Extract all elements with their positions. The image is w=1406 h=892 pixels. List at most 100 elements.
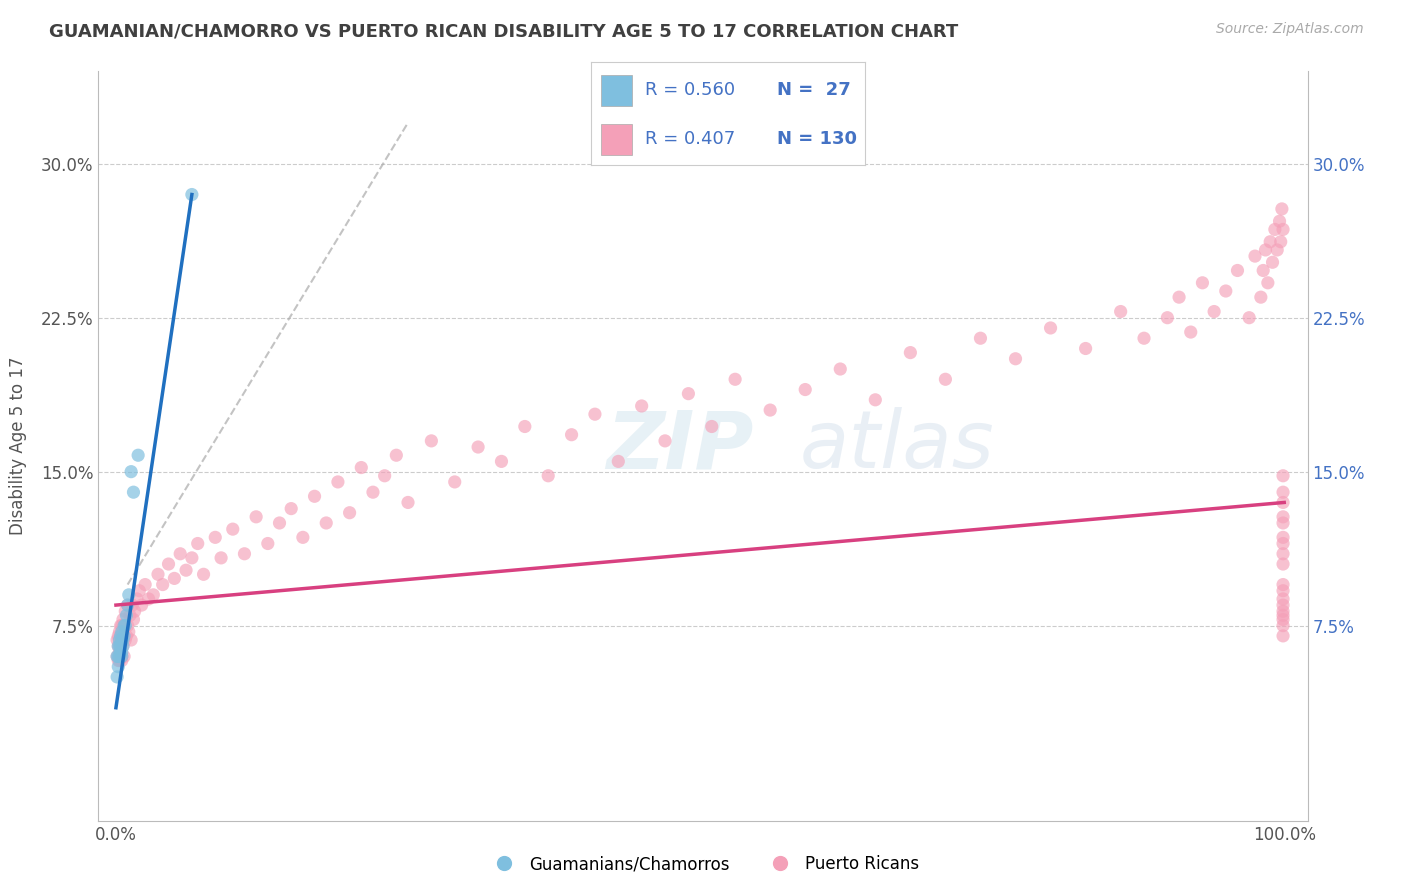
Text: Source: ZipAtlas.com: Source: ZipAtlas.com [1216,22,1364,37]
Point [114,604,136,618]
Point [724,372,747,386]
Point [1272,468,1295,483]
Point [122,485,145,500]
Text: atlas: atlas [800,407,994,485]
Point [107,639,129,653]
Point [1237,310,1260,325]
Point [1264,222,1286,236]
Point [108,624,131,639]
Text: N =  27: N = 27 [778,81,851,99]
Point [898,345,921,359]
Point [1191,276,1213,290]
Point [1272,608,1295,623]
Point [467,440,489,454]
Point [1268,214,1291,228]
FancyBboxPatch shape [602,124,631,155]
Point [1039,321,1062,335]
Point [163,571,186,585]
Point [969,331,991,345]
Point [111,649,134,664]
Point [1272,509,1295,524]
Point [125,591,148,606]
Point [678,386,700,401]
FancyBboxPatch shape [602,75,631,105]
Point [1226,263,1249,277]
Point [1204,304,1226,318]
Point [114,618,136,632]
Point [1272,583,1295,598]
Point [152,577,174,591]
Point [110,629,132,643]
Point [1109,304,1132,318]
Point [120,465,142,479]
Point [105,670,128,684]
Point [280,501,302,516]
Point [1272,618,1295,632]
Point [1272,536,1295,550]
Point [180,550,202,565]
Point [1133,331,1156,345]
Point [1004,351,1026,366]
Point [112,618,135,632]
Point [1272,577,1295,591]
Point [112,618,135,632]
Point [583,407,606,421]
Point [127,448,149,462]
Point [396,495,419,509]
Point [112,649,135,664]
Point [1272,598,1295,612]
Point [111,624,134,639]
Point [108,645,131,659]
Point [209,550,232,565]
Point [111,645,134,659]
Point [443,475,465,489]
Point [291,530,314,544]
Point [111,649,134,664]
Point [107,639,129,653]
Point [107,653,129,667]
Point [107,629,129,643]
Point [326,475,349,489]
Point [111,618,134,632]
Text: N = 130: N = 130 [778,130,856,148]
Point [1272,604,1295,618]
Point [111,612,134,626]
Point [157,557,180,571]
Point [1272,557,1295,571]
Point [1271,202,1294,216]
Point [385,448,408,462]
Point [1265,243,1288,257]
Point [1272,612,1295,626]
Point [1251,263,1274,277]
Point [146,567,169,582]
Point [138,591,160,606]
Point [111,632,134,647]
Point [128,583,150,598]
Point [1244,249,1267,263]
Text: ZIP: ZIP [606,407,754,485]
Point [315,516,337,530]
Point [142,588,165,602]
Point [420,434,443,448]
Point [111,632,134,647]
Point [204,530,226,544]
Point [1074,342,1097,356]
Point [193,567,215,582]
Point [134,577,156,591]
Point [607,454,630,468]
Point [700,419,723,434]
Point [107,649,129,664]
Point [105,649,128,664]
Y-axis label: Disability Age 5 to 17: Disability Age 5 to 17 [8,357,27,535]
Point [169,547,191,561]
Point [1250,290,1272,304]
Point [1272,485,1295,500]
Point [654,434,676,448]
Point [110,618,132,632]
Point [1258,235,1281,249]
Legend: Guamanians/Chamorros, Puerto Ricans: Guamanians/Chamorros, Puerto Ricans [481,848,925,880]
Point [1272,530,1295,544]
Point [105,632,128,647]
Point [537,468,560,483]
Point [110,645,132,659]
